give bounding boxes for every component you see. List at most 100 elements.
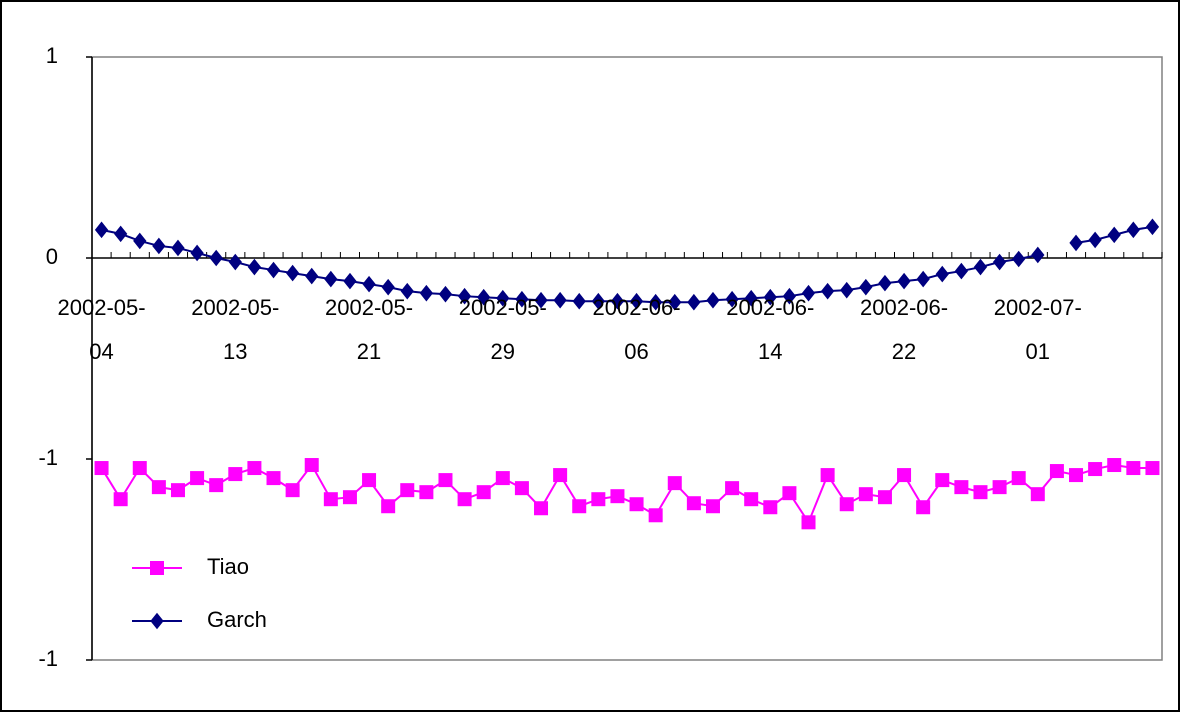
x-tick-label: 2002-06-22 xyxy=(860,295,949,364)
data-point xyxy=(858,487,873,502)
data-point xyxy=(705,499,720,514)
data-point xyxy=(438,473,453,488)
data-point xyxy=(610,489,625,504)
data-point xyxy=(1145,461,1160,476)
data-point xyxy=(553,291,567,309)
data-point xyxy=(610,292,625,310)
data-point xyxy=(400,483,415,498)
data-point xyxy=(1030,487,1045,502)
data-point xyxy=(323,492,338,507)
data-point xyxy=(362,473,377,488)
data-point xyxy=(228,253,242,271)
data-point xyxy=(725,481,740,496)
data-point xyxy=(1145,218,1160,236)
x-tick-label: 2002-06-06 xyxy=(592,295,681,364)
data-point xyxy=(973,258,988,276)
data-point xyxy=(170,483,185,498)
data-point xyxy=(706,291,720,309)
data-point xyxy=(878,274,892,292)
data-point xyxy=(687,293,701,311)
data-point xyxy=(400,282,414,300)
data-point xyxy=(151,480,166,495)
data-point xyxy=(954,262,969,280)
data-point xyxy=(190,471,205,486)
data-point xyxy=(572,292,586,310)
data-point xyxy=(1011,471,1026,486)
data-point xyxy=(1049,464,1064,479)
data-point xyxy=(973,485,988,500)
data-point xyxy=(668,293,682,311)
y-tick-label: 1 xyxy=(46,43,58,68)
data-point xyxy=(285,264,300,282)
data-point xyxy=(476,485,491,500)
data-point xyxy=(1107,458,1122,473)
data-point xyxy=(839,497,854,512)
data-point xyxy=(744,289,758,307)
data-point xyxy=(1107,226,1121,244)
x-tick-label: 2002-05-13 xyxy=(191,295,280,364)
data-point xyxy=(419,485,434,500)
data-point xyxy=(820,282,835,300)
data-point xyxy=(1069,234,1083,252)
legend-label: Garch xyxy=(207,607,267,632)
data-point xyxy=(897,272,911,290)
data-point xyxy=(94,461,109,476)
data-point xyxy=(877,490,892,505)
data-point xyxy=(362,275,376,293)
data-point xyxy=(515,290,529,308)
y-tick-label: -1 xyxy=(38,646,58,671)
data-point xyxy=(457,492,472,507)
data-point xyxy=(782,287,797,305)
data-point xyxy=(629,292,644,310)
data-point xyxy=(285,483,300,498)
data-point xyxy=(381,278,395,296)
data-point xyxy=(916,500,931,515)
data-point xyxy=(897,468,912,483)
data-point xyxy=(209,478,224,493)
data-point xyxy=(840,281,854,299)
data-point xyxy=(744,492,759,507)
data-point xyxy=(572,499,587,514)
data-point xyxy=(381,499,396,514)
data-point xyxy=(305,267,319,285)
data-point xyxy=(935,265,949,283)
legend-label: Tiao xyxy=(207,554,249,579)
data-point xyxy=(534,291,548,309)
data-point xyxy=(763,288,777,306)
data-point xyxy=(686,496,701,511)
data-point xyxy=(1012,250,1026,268)
data-point xyxy=(763,500,778,515)
data-point xyxy=(496,289,510,307)
data-point xyxy=(304,458,319,473)
data-point xyxy=(992,480,1007,495)
data-point xyxy=(342,490,357,505)
data-point xyxy=(1088,231,1102,249)
y-tick-label: 0 xyxy=(46,244,58,269)
data-point xyxy=(514,481,529,496)
data-point xyxy=(534,501,549,516)
x-tick-label: 2002-07-01 xyxy=(993,295,1082,364)
data-point xyxy=(1126,461,1141,476)
y-tick-label: -1 xyxy=(38,445,58,470)
data-point xyxy=(94,221,109,239)
data-point xyxy=(782,486,797,501)
data-point xyxy=(725,290,739,308)
data-point xyxy=(133,232,147,250)
data-point xyxy=(477,288,491,306)
data-point xyxy=(190,244,204,262)
data-point xyxy=(419,284,434,302)
data-point xyxy=(247,258,262,276)
x-tick-label: 2002-05-04 xyxy=(57,295,146,364)
data-point xyxy=(591,292,605,310)
data-point xyxy=(1031,246,1045,264)
data-point xyxy=(954,480,969,495)
data-point xyxy=(801,515,816,530)
x-tick-label: 2002-05-21 xyxy=(325,295,414,364)
data-point xyxy=(591,492,606,507)
data-point xyxy=(171,239,185,257)
data-point xyxy=(228,467,243,482)
x-tick-label: 2002-05-29 xyxy=(458,295,547,364)
plot-area xyxy=(91,56,1163,661)
